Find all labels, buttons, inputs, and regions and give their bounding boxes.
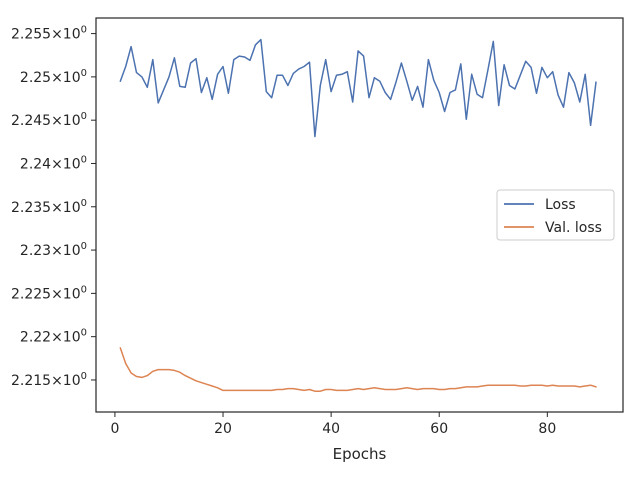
y-axis: 2.215×100 2.22×100 2.225×100 2.23×100 2.235×… <box>11 25 96 389</box>
y-tick-label: 2.25×100 <box>20 68 87 86</box>
y-tick-label: 2.255×100 <box>11 25 87 43</box>
y-tick-label: 2.245×100 <box>11 111 87 129</box>
series-line-0 <box>119 38 597 138</box>
x-tick-label: 0 <box>110 421 119 437</box>
y-tick-label: 2.215×100 <box>11 371 87 389</box>
x-tick-label: 20 <box>214 421 232 437</box>
y-tick-label: 2.23×100 <box>20 241 87 259</box>
x-axis: 0 20 40 60 80 <box>110 412 556 437</box>
x-tick-label: 60 <box>430 421 448 437</box>
y-tick-label: 2.24×100 <box>20 154 87 172</box>
x-axis-label: Epochs <box>333 445 387 463</box>
x-tick-label: 80 <box>538 421 556 437</box>
y-tick-label: 2.22×100 <box>20 328 87 346</box>
y-tick-label: 2.225×100 <box>11 284 87 302</box>
legend: Loss Val. loss <box>496 189 615 241</box>
legend-label-1: Val. loss <box>545 220 602 236</box>
plot-frame <box>95 17 624 413</box>
series-line-1 <box>119 347 597 392</box>
x-tick-label: 40 <box>322 421 340 437</box>
y-tick-label: 2.235×100 <box>11 198 87 216</box>
legend-label-0: Loss <box>545 197 576 213</box>
plot-lines <box>119 38 597 392</box>
